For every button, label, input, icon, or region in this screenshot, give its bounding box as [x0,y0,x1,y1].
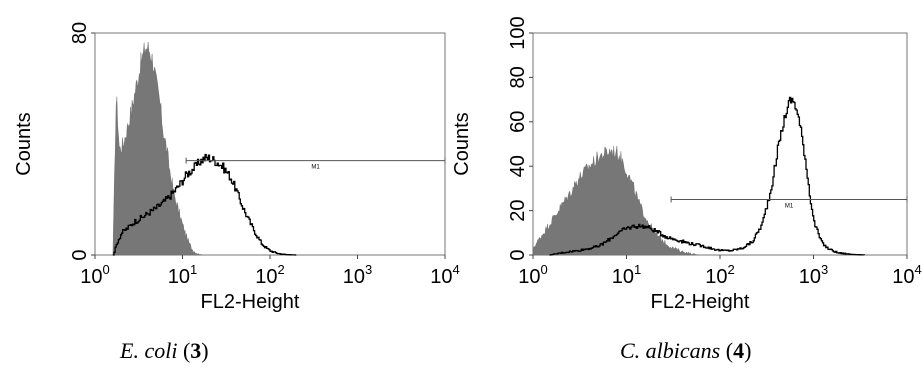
x-tick-label: 104 [892,262,921,288]
x-tick-label: 103 [799,262,828,288]
panel-2: M1 100 101 102 103 104 0 20 40 60 80 100 FL2-Height C… [451,16,922,313]
series-2-line-histogram [112,153,297,256]
y-tick-label: 80 [69,22,91,44]
x-tick-label: 101 [612,262,641,288]
y-axis-title: Counts [451,112,473,175]
y-tick-label: 0 [69,249,91,260]
x-tick-label: 100 [518,262,547,288]
series-2-line-histogram [549,96,866,256]
x-tick-label: 104 [430,262,459,288]
y-tick-label: 60 [507,111,529,133]
caption-left: E. coli (3) [120,338,209,363]
y-tick-label: 40 [507,155,529,177]
caption-right-number: 4 [733,338,745,363]
x-axis-title: FL2-Height [651,291,750,313]
x-tick-label: 102 [255,262,284,288]
x-tick-label: 102 [705,262,734,288]
y-tick-label: 0 [507,249,529,260]
gate-label: M1 [785,204,794,210]
gate-label: M1 [311,165,320,171]
panel-1: M1 100 101 102 103 104 0 80 FL2-Height Counts [13,22,460,313]
caption-right: C. albicans (4) [620,338,752,363]
x-tick-label: 101 [168,262,197,288]
caption-right-species: C. albicans [620,338,721,363]
x-tick-label: 103 [343,262,372,288]
y-tick-label: 80 [507,66,529,88]
series-1-filled-histogram [112,41,203,256]
series-1-filled-histogram [532,145,700,256]
x-tick-label: 100 [80,262,109,288]
y-axis-title: Counts [13,112,35,175]
y-tick-label: 20 [507,199,529,221]
caption-left-species: E. coli [120,338,178,363]
y-tick-label: 100 [507,16,529,49]
caption-left-number: 3 [190,338,202,363]
x-axis-title: FL2-Height [201,291,300,313]
